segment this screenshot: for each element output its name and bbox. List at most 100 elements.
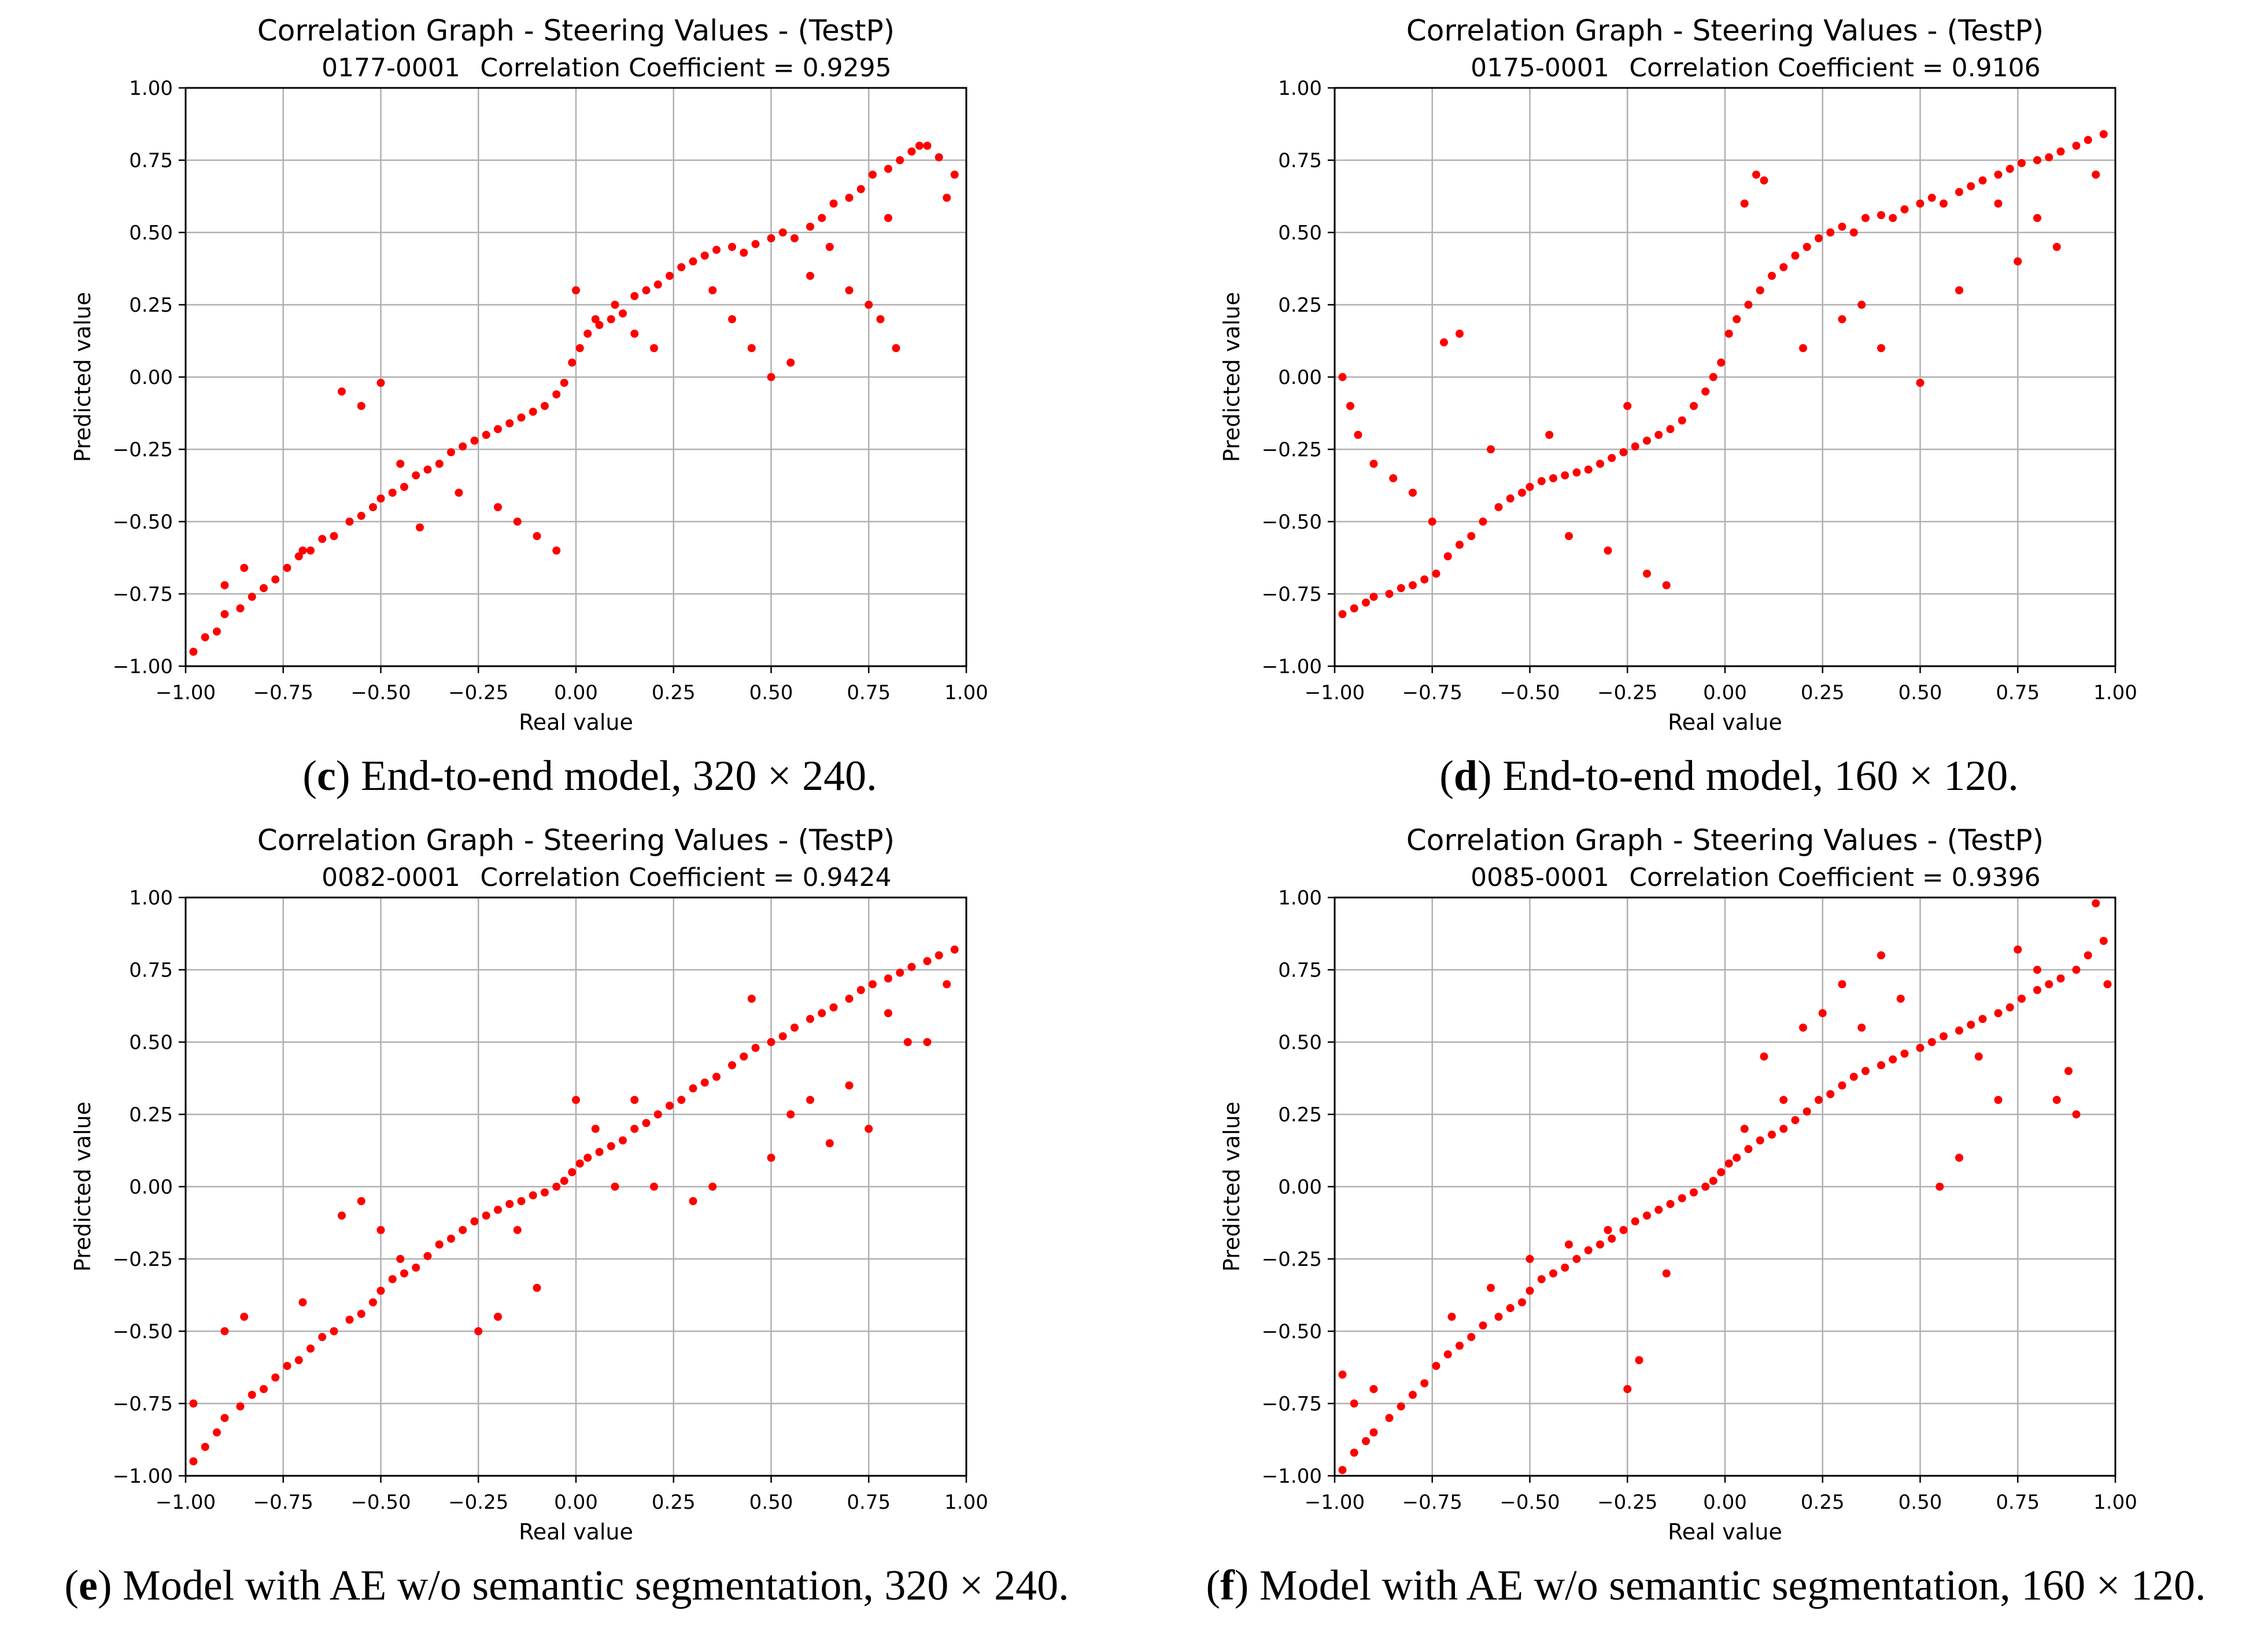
data-point <box>1443 1350 1452 1358</box>
data-point <box>1518 489 1526 497</box>
data-point <box>236 604 245 612</box>
data-point <box>1978 176 1987 184</box>
data-point <box>1916 1044 1925 1052</box>
data-point <box>630 330 639 338</box>
data-point <box>1955 188 1963 196</box>
y-tick-label: −1.00 <box>1262 1465 1322 1488</box>
data-point <box>595 1148 604 1156</box>
data-point <box>400 1269 408 1277</box>
data-point <box>1756 1136 1764 1144</box>
caption-d: (d) End-to-end model, 160 × 120. <box>1439 752 2019 800</box>
data-point <box>1955 1026 1963 1035</box>
data-point <box>1545 431 1554 439</box>
data-point <box>728 315 736 323</box>
data-point <box>1994 171 2003 179</box>
data-point <box>455 489 463 497</box>
data-point <box>786 359 795 367</box>
data-point <box>1662 1269 1671 1277</box>
data-point <box>1666 1200 1675 1208</box>
data-point <box>2103 980 2112 988</box>
data-point <box>1494 1313 1503 1321</box>
data-point <box>376 494 385 503</box>
data-point <box>845 1081 854 1090</box>
data-point <box>1838 1081 1846 1090</box>
data-point <box>1733 1154 1741 1162</box>
data-point <box>1709 1177 1717 1185</box>
data-point <box>1362 599 1370 607</box>
data-point <box>1350 1449 1358 1457</box>
data-point <box>1440 338 1448 346</box>
x-tick-label: 1.00 <box>944 681 988 704</box>
data-point <box>583 330 592 338</box>
data-point <box>1967 182 1975 190</box>
data-point <box>494 503 502 511</box>
data-point <box>505 419 514 427</box>
data-point <box>1733 315 1741 323</box>
data-point <box>747 344 756 352</box>
data-point <box>1584 1246 1593 1254</box>
chart-subtitle-id: 0175-0001 <box>1471 53 1609 83</box>
data-point <box>1927 194 1936 202</box>
data-point <box>1889 214 1897 222</box>
data-point <box>747 995 756 1003</box>
data-point <box>1791 252 1800 260</box>
y-tick-label: −1.00 <box>113 655 173 678</box>
caption-f: (f) Model with AE w/o semantic segmentat… <box>1206 1562 2206 1609</box>
data-point <box>2072 1110 2081 1118</box>
data-point <box>330 532 338 540</box>
data-point <box>915 142 924 150</box>
data-point <box>1643 437 1651 445</box>
y-axis-label: Predicted value <box>1219 1102 1244 1272</box>
chart-d: Correlation Graph - Steering Values - (T… <box>1219 14 2137 735</box>
data-point <box>435 460 444 468</box>
data-point <box>1561 1264 1569 1272</box>
data-point <box>943 980 951 988</box>
data-point <box>357 512 365 520</box>
data-point <box>552 1183 561 1191</box>
y-tick-label: 0.25 <box>1278 1103 1322 1127</box>
x-axis-label: Real value <box>1668 1519 1782 1545</box>
data-point <box>884 165 892 173</box>
data-point <box>470 1217 479 1225</box>
data-point <box>2052 1096 2061 1104</box>
data-point <box>591 1125 600 1133</box>
data-point <box>201 1443 209 1451</box>
y-tick-label: 1.00 <box>1278 887 1322 910</box>
x-tick-label: −0.50 <box>1499 681 1560 704</box>
data-point <box>447 1235 455 1243</box>
data-point <box>689 257 697 265</box>
chart-subtitle-id: 0085-0001 <box>1471 863 1609 892</box>
x-tick-label: 0.50 <box>1898 681 1942 704</box>
data-point <box>306 546 315 555</box>
chart-title: Correlation Graph - Steering Values - (T… <box>1406 14 2044 47</box>
y-tick-label: 1.00 <box>129 77 173 100</box>
data-point <box>505 1200 514 1208</box>
data-point <box>700 1079 709 1087</box>
data-point <box>934 153 943 161</box>
data-point <box>260 1385 268 1393</box>
data-point <box>1487 1284 1495 1292</box>
data-point <box>1385 1414 1394 1422</box>
data-point <box>740 1052 748 1061</box>
data-point <box>677 263 686 271</box>
data-point <box>189 1399 198 1408</box>
y-tick-label: 1.00 <box>1278 77 1322 100</box>
data-point <box>630 1125 639 1133</box>
data-point <box>806 272 814 280</box>
data-point <box>1690 1188 1698 1196</box>
data-point <box>552 546 561 555</box>
data-point <box>923 1038 932 1046</box>
data-point <box>818 1009 826 1017</box>
data-point <box>2064 1067 2073 1075</box>
data-point <box>1631 1217 1639 1225</box>
data-point <box>529 1191 537 1199</box>
data-point <box>907 147 916 156</box>
data-point <box>529 408 537 416</box>
data-point <box>1857 301 1866 309</box>
data-point <box>1456 1342 1464 1350</box>
data-point <box>1994 1096 2003 1104</box>
data-point <box>376 379 385 387</box>
data-point <box>2099 937 2108 945</box>
data-point <box>1861 1067 1870 1075</box>
data-point <box>1717 359 1726 367</box>
